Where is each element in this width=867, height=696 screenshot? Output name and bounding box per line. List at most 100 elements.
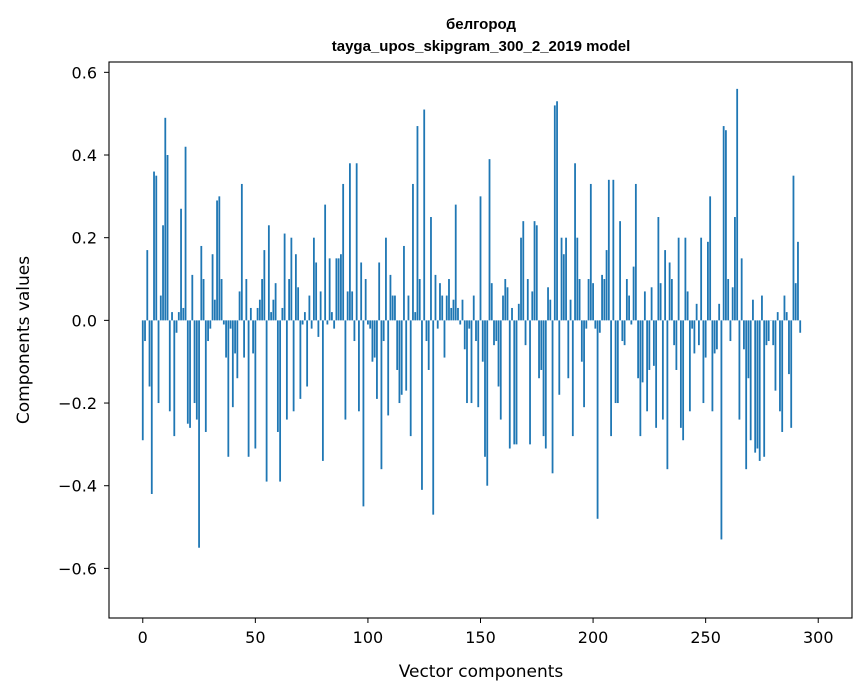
bar	[256, 307, 259, 321]
x-tick-label: 300	[803, 628, 834, 647]
bar	[506, 287, 509, 321]
bar	[549, 299, 552, 321]
bar	[783, 295, 786, 321]
bar	[580, 320, 583, 362]
x-axis-label: Vector components	[399, 662, 564, 682]
bar	[177, 312, 180, 321]
bar	[652, 320, 655, 366]
bar	[632, 266, 635, 321]
bar	[790, 320, 793, 428]
bar	[252, 320, 254, 354]
y-tick-label: 0.2	[72, 229, 97, 248]
bar	[628, 295, 630, 321]
bar	[171, 312, 173, 321]
bar	[340, 254, 342, 321]
bar	[547, 287, 549, 321]
bar-series	[141, 88, 802, 548]
bar	[425, 320, 428, 342]
bar	[749, 320, 752, 441]
bar	[578, 279, 581, 321]
bar	[337, 258, 340, 321]
bar	[475, 320, 477, 342]
bar	[740, 258, 743, 321]
bar	[499, 320, 502, 420]
bar	[331, 312, 333, 321]
x-tick-label: 0	[138, 628, 148, 647]
bar	[294, 254, 297, 321]
bar	[414, 312, 417, 321]
bar	[576, 237, 579, 321]
bar	[454, 204, 457, 321]
bar	[274, 283, 277, 321]
bar	[731, 287, 734, 321]
bar	[612, 179, 615, 321]
bar	[720, 320, 723, 540]
bar	[335, 258, 338, 321]
bar	[272, 299, 275, 321]
bar	[409, 320, 412, 437]
bar	[574, 163, 576, 321]
bar	[315, 262, 318, 321]
bar	[601, 274, 603, 321]
bar	[434, 274, 437, 321]
bar	[504, 279, 507, 321]
bar	[209, 320, 212, 329]
bar	[495, 320, 498, 342]
bar	[263, 250, 266, 321]
bar	[254, 320, 257, 449]
bar	[164, 117, 167, 321]
bar	[297, 287, 300, 321]
y-tick-label: −0.6	[58, 559, 97, 578]
bar	[299, 320, 302, 399]
bar	[493, 320, 495, 346]
bar	[204, 320, 207, 432]
bar	[333, 320, 336, 329]
bar	[364, 279, 367, 321]
bar	[349, 163, 351, 321]
bar	[659, 283, 662, 321]
bar	[594, 320, 597, 329]
x-tick-label: 50	[245, 628, 265, 647]
bar	[270, 312, 273, 321]
bar	[319, 291, 322, 321]
bar	[436, 320, 439, 329]
bar	[153, 171, 155, 321]
bar	[461, 299, 464, 321]
bar	[391, 295, 394, 321]
bar	[227, 320, 230, 457]
x-tick-label: 250	[690, 628, 721, 647]
bar	[718, 303, 721, 321]
bar	[448, 279, 450, 321]
bar	[713, 320, 716, 354]
bar	[470, 320, 473, 404]
bar	[358, 320, 360, 412]
bar	[445, 295, 448, 321]
bar	[702, 320, 705, 404]
bar	[380, 320, 383, 470]
bar	[355, 163, 358, 321]
bar	[184, 146, 187, 321]
bar	[686, 291, 689, 321]
bar	[403, 245, 405, 321]
bar	[430, 217, 432, 321]
bar	[481, 320, 484, 362]
bar	[405, 320, 408, 391]
bar	[630, 320, 633, 325]
bar	[520, 237, 522, 321]
bar	[607, 179, 610, 321]
bar	[558, 320, 561, 395]
bar	[186, 320, 189, 424]
bar	[477, 320, 480, 408]
bar	[634, 183, 637, 321]
bar	[614, 320, 617, 404]
bar	[565, 237, 567, 321]
bar	[679, 320, 682, 428]
bar	[195, 320, 198, 420]
bar	[243, 320, 245, 358]
bar	[166, 155, 169, 321]
bar	[385, 237, 387, 321]
bar	[216, 200, 218, 321]
bar	[423, 109, 426, 321]
bar	[551, 320, 554, 474]
